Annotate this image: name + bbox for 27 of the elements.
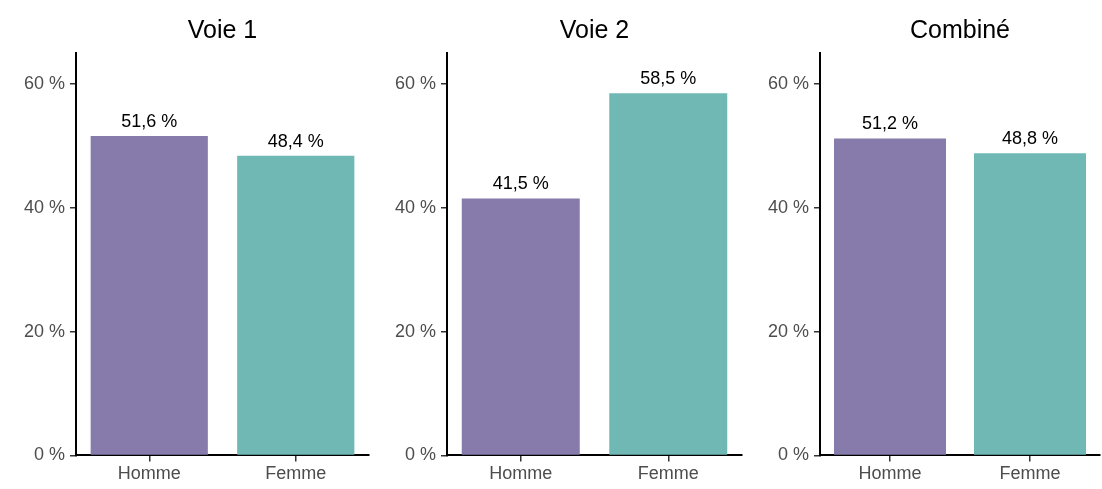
y-tick-label: 40 % [767, 196, 809, 217]
y-tick-label: 0 % [404, 444, 436, 465]
x-tick-label: Homme [489, 463, 553, 484]
x-tick-label: Femme [999, 463, 1061, 484]
data-label: 58,5 % [640, 68, 697, 89]
y-tick-label: 20 % [394, 320, 436, 341]
y-tick-label: 60 % [23, 72, 65, 93]
y-tick-label: 40 % [23, 196, 65, 217]
data-label: 51,2 % [861, 113, 919, 134]
chart-title: Voie 2 [559, 15, 630, 43]
y-tick-label: 40 % [394, 196, 436, 217]
y-tick-label: 20 % [23, 320, 65, 341]
chart-title: Voie 1 [187, 15, 258, 43]
data-label: 51,6 % [121, 110, 178, 131]
x-tick-label: Femme [637, 463, 699, 484]
y-tick-label: 0 % [33, 444, 65, 465]
data-label: 41,5 % [492, 173, 549, 194]
y-tick-label: 20 % [767, 320, 809, 341]
chart-title: Combiné [909, 15, 1011, 43]
y-tick-label: 60 % [767, 72, 809, 93]
data-label: 48,4 % [267, 130, 324, 151]
x-tick-label: Homme [858, 463, 922, 484]
x-tick-label: Femme [265, 463, 327, 484]
y-tick-label: 0 % [777, 444, 809, 465]
data-label: 48,8 % [1001, 128, 1059, 149]
y-tick-label: 60 % [394, 72, 436, 93]
x-tick-label: Homme [117, 463, 181, 484]
